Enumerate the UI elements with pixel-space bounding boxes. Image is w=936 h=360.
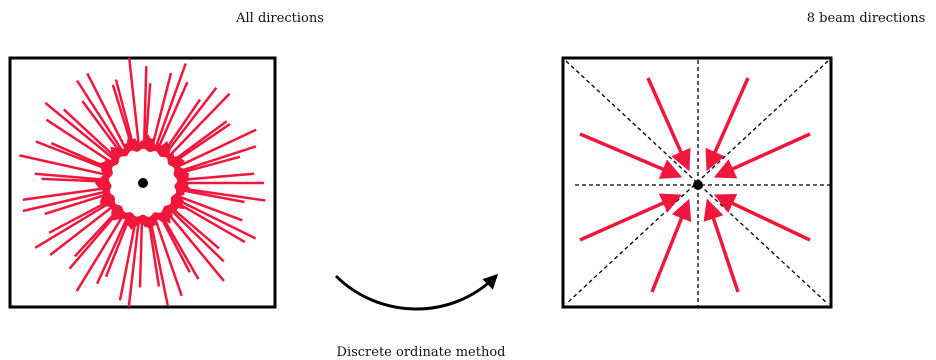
radial-ray <box>22 190 107 213</box>
right-center-point <box>693 180 703 190</box>
right-panel-frame <box>561 56 833 309</box>
radial-ray <box>154 218 183 297</box>
radial-ray <box>180 172 255 182</box>
right-panel-title: 8 beam directions <box>807 11 926 26</box>
radial-ray <box>168 92 231 157</box>
radial-ray <box>44 101 115 160</box>
radial-ray <box>34 172 106 182</box>
radial-ray <box>179 155 241 175</box>
radial-ray <box>180 187 266 202</box>
radial-ray <box>95 217 129 285</box>
radial-ray <box>163 98 202 153</box>
radial-ray <box>169 208 225 263</box>
all-directions-panel <box>8 56 277 309</box>
radial-ray <box>62 108 117 159</box>
radial-ray <box>175 201 246 244</box>
radial-ray <box>176 128 257 168</box>
beam-arrow <box>713 132 811 179</box>
radial-ray <box>45 118 112 164</box>
radial-ray <box>44 193 108 216</box>
radial-ray <box>166 211 225 282</box>
radial-ray <box>73 209 119 258</box>
transform-arrow <box>334 273 499 311</box>
radial-ray <box>151 72 173 147</box>
left-center-point <box>138 178 148 188</box>
radial-ray <box>68 210 120 270</box>
beam-arrow <box>646 77 691 172</box>
radial-ray <box>50 142 109 170</box>
radial-ray <box>159 216 191 273</box>
radial-ray <box>48 199 110 234</box>
radial-ray <box>114 79 135 147</box>
beam-arrow <box>705 77 750 172</box>
radial-ray <box>178 195 243 222</box>
left-panel-title: All directions <box>235 11 324 26</box>
radial-ray <box>178 145 257 173</box>
radial-ray <box>176 198 257 240</box>
radial-ray <box>81 100 122 154</box>
radial-ray <box>154 63 187 148</box>
beam-directions-panel <box>561 56 833 309</box>
radial-ray <box>75 79 124 152</box>
radial-ray <box>22 187 106 202</box>
radial-ray <box>170 206 220 250</box>
beam-arrow <box>650 198 692 293</box>
beam-arrow <box>579 193 683 242</box>
radial-ray <box>149 219 169 306</box>
method-label: Discrete ordinate method <box>337 345 506 360</box>
radial-ray <box>111 84 134 148</box>
radial-rays <box>19 57 266 307</box>
radial-ray <box>165 87 218 154</box>
radial-ray <box>147 220 161 287</box>
radial-ray <box>157 81 189 149</box>
radial-ray <box>127 57 141 146</box>
radial-ray <box>172 120 228 162</box>
radial-ray <box>160 215 200 280</box>
radial-ray <box>86 72 127 150</box>
radial-ray <box>142 66 148 146</box>
radial-ray <box>144 83 152 146</box>
radial-ray <box>41 177 106 183</box>
radial-ray <box>35 140 109 171</box>
radial-ray <box>104 217 131 278</box>
radial-ray <box>34 201 112 249</box>
radial-ray <box>127 220 140 307</box>
radial-ray <box>49 205 114 256</box>
beam-arrow <box>579 132 683 179</box>
radial-ray <box>180 188 245 204</box>
radial-ray <box>75 214 125 292</box>
radial-ray <box>138 220 144 288</box>
ray-origin-ring <box>95 134 192 232</box>
beam-arrow <box>713 193 811 242</box>
beam-arrow <box>703 198 740 293</box>
left-panel-frame <box>8 56 277 309</box>
radial-ray <box>173 122 231 163</box>
beam-arrows <box>579 77 811 293</box>
radial-ray <box>118 220 137 301</box>
radial-ray <box>19 154 107 176</box>
